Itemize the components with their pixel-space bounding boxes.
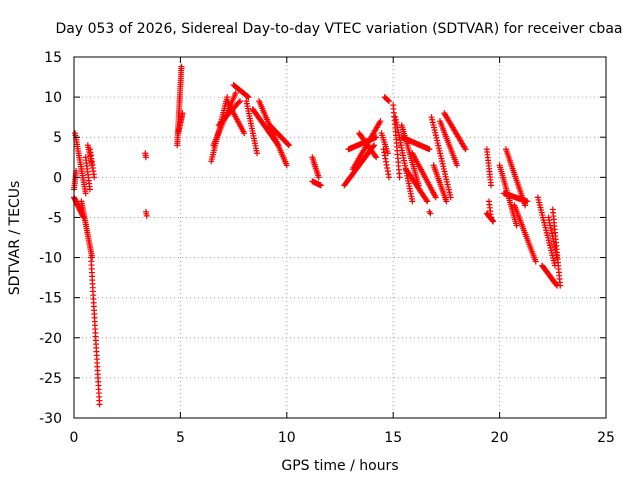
data-point: [462, 146, 469, 153]
data-point: [285, 141, 292, 148]
data-point: [432, 194, 439, 201]
data-point: [317, 182, 324, 189]
data-point: [241, 130, 248, 137]
data-point: [285, 142, 292, 149]
data-point: [86, 186, 93, 193]
data-points: [71, 63, 564, 408]
data-point: [454, 162, 461, 169]
chart-title: Day 053 of 2026, Sidereal Day-to-day VTE…: [56, 21, 623, 37]
x-tick-label: 15: [384, 430, 402, 446]
y-tick-label: -20: [39, 331, 62, 347]
data-point: [443, 198, 450, 205]
data-point: [178, 63, 185, 70]
y-tick-label: -15: [39, 291, 62, 307]
data-point: [513, 222, 520, 229]
y-tick-labels: 15 10 5 0 -5 -10 -15 -20 -25 -30: [39, 50, 62, 427]
data-point: [244, 93, 251, 100]
y-tick-label: -30: [39, 411, 62, 427]
data-point: [245, 94, 252, 101]
data-point: [377, 118, 384, 125]
y-tick-label: -25: [39, 371, 62, 387]
data-point: [557, 282, 564, 289]
data-point: [532, 258, 539, 265]
data-point: [254, 150, 261, 157]
data-point: [283, 162, 290, 169]
data-point: [384, 150, 391, 157]
data-point: [385, 174, 392, 181]
data-point: [524, 198, 531, 205]
data-point: [142, 154, 149, 161]
y-tick-label: 0: [53, 170, 62, 186]
data-point: [372, 153, 379, 160]
x-tick-label: 25: [597, 430, 615, 446]
y-tick-label: 10: [44, 90, 62, 106]
data-point: [371, 142, 378, 149]
data-point: [396, 174, 403, 181]
x-tick-label: 20: [491, 430, 509, 446]
data-point: [426, 146, 433, 153]
data-point: [96, 401, 103, 408]
y-tick-label: -10: [39, 251, 62, 267]
data-point: [384, 97, 391, 104]
data-point: [91, 174, 98, 181]
plot-frame: [73, 56, 607, 419]
data-point: [427, 210, 434, 217]
data-point: [553, 281, 560, 288]
x-tick-label: 5: [176, 430, 185, 446]
data-point: [423, 197, 430, 204]
data-point: [385, 98, 392, 105]
y-tick-label: 15: [44, 50, 62, 66]
x-tick-label: 10: [278, 430, 296, 446]
data-point: [409, 198, 416, 205]
data-point: [370, 143, 377, 150]
x-axis-label: GPS time / hours: [281, 458, 398, 474]
y-axis-label: SDTVAR / TECUs: [7, 181, 23, 296]
x-tick-label: 0: [70, 430, 79, 446]
data-point: [489, 217, 496, 224]
data-point: [490, 218, 497, 225]
y-tick-label: 5: [53, 130, 62, 146]
data-point: [179, 110, 186, 117]
data-point: [488, 214, 495, 221]
data-point: [315, 174, 322, 181]
x-tick-labels: 0 5 10 15 20 25: [70, 430, 615, 446]
data-point: [143, 212, 150, 219]
data-point: [488, 182, 495, 189]
y-tick-label: -5: [48, 210, 62, 226]
data-point: [424, 198, 431, 205]
data-point: [82, 190, 89, 197]
data-point: [232, 90, 239, 97]
data-point: [373, 154, 380, 161]
data-point: [235, 99, 242, 106]
tick-marks: [73, 56, 607, 419]
data-point: [236, 98, 243, 105]
data-point: [447, 194, 454, 201]
